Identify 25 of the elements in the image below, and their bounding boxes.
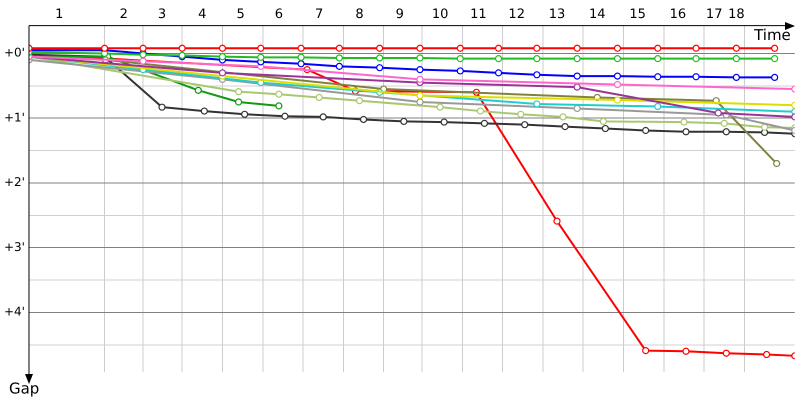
x-tick-label: 13 xyxy=(548,7,566,22)
y-tick-label: +1' xyxy=(4,110,25,124)
x-tick-label: 11 xyxy=(470,7,487,22)
x-tick-label: 2 xyxy=(120,7,128,22)
x-tick-label: 7 xyxy=(315,7,324,22)
y-tick-label: +0' xyxy=(4,46,25,60)
x-tick-label: 3 xyxy=(158,7,166,22)
x-tick-label: 5 xyxy=(236,7,245,22)
x-tick-label: 10 xyxy=(432,7,448,22)
x-tick-label: 4 xyxy=(198,7,206,22)
x-tick-label: 9 xyxy=(396,7,404,22)
x-axis-title: Time xyxy=(753,26,791,44)
y-tick-label: +4' xyxy=(4,304,25,319)
y-axis-title: Gap xyxy=(8,379,40,398)
y-tick-label: +3' xyxy=(4,240,25,254)
x-tick-label: 6 xyxy=(274,7,284,22)
x-tick-label: 12 xyxy=(508,7,525,22)
y-tick-label: +2' xyxy=(4,175,25,190)
x-tick-label: 17 xyxy=(706,7,722,22)
x-tick-label: 14 xyxy=(589,7,606,22)
x-tick-label: 15 xyxy=(629,7,646,22)
x-tick-label: 18 xyxy=(728,7,745,22)
x-tick-label: 1 xyxy=(55,7,64,22)
x-tick-label: 16 xyxy=(670,7,686,22)
x-tick-label: 8 xyxy=(355,7,364,22)
